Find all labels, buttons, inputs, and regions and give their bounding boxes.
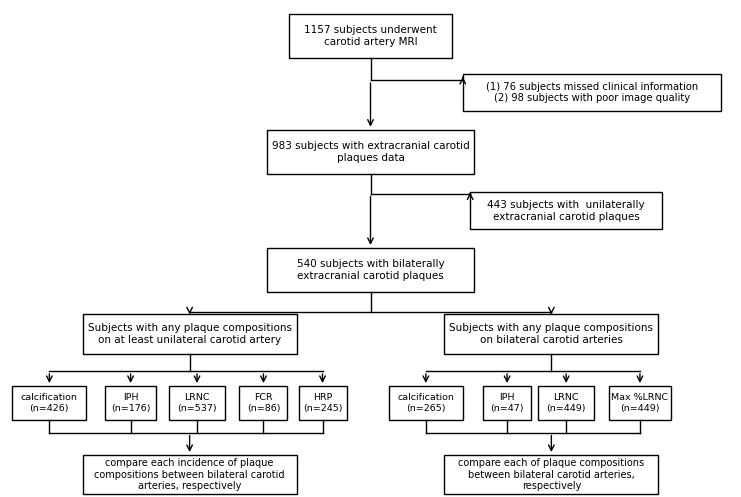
FancyBboxPatch shape [289,14,452,58]
FancyBboxPatch shape [104,386,156,420]
Text: FCR
(n=86): FCR (n=86) [247,394,280,413]
FancyBboxPatch shape [170,386,225,420]
FancyBboxPatch shape [539,386,594,420]
FancyBboxPatch shape [470,192,662,230]
Text: calcification
(n=265): calcification (n=265) [397,394,454,413]
Text: LRNC
(n=449): LRNC (n=449) [546,394,586,413]
Text: compare each of plaque compositions
between bilateral carotid arteries,
respecti: compare each of plaque compositions betw… [458,458,645,491]
FancyBboxPatch shape [82,455,296,495]
Text: 540 subjects with bilaterally
extracranial carotid plaques: 540 subjects with bilaterally extracrani… [296,259,445,281]
FancyBboxPatch shape [13,386,86,420]
Text: Max %LRNC
(n=449): Max %LRNC (n=449) [611,394,668,413]
FancyBboxPatch shape [239,386,288,420]
Text: 443 subjects with  unilaterally
extracranial carotid plaques: 443 subjects with unilaterally extracran… [488,200,645,222]
Text: LRNC
(n=537): LRNC (n=537) [177,394,217,413]
Text: IPH
(n=176): IPH (n=176) [111,394,150,413]
Text: (1) 76 subjects missed clinical information
(2) 98 subjects with poor image qual: (1) 76 subjects missed clinical informat… [486,82,698,103]
FancyBboxPatch shape [82,315,296,354]
FancyBboxPatch shape [445,455,659,495]
FancyBboxPatch shape [608,386,671,420]
FancyBboxPatch shape [299,386,347,420]
FancyBboxPatch shape [389,386,463,420]
FancyBboxPatch shape [483,386,531,420]
Text: Subjects with any plaque compositions
on at least unilateral carotid artery: Subjects with any plaque compositions on… [87,324,292,345]
FancyBboxPatch shape [268,248,473,292]
Text: calcification
(n=426): calcification (n=426) [21,394,78,413]
Text: IPH
(n=47): IPH (n=47) [491,394,524,413]
Text: 1157 subjects underwent
carotid artery MRI: 1157 subjects underwent carotid artery M… [304,25,437,47]
Text: Subjects with any plaque compositions
on bilateral carotid arteries: Subjects with any plaque compositions on… [449,324,654,345]
FancyBboxPatch shape [268,130,473,174]
Text: HRP
(n=245): HRP (n=245) [303,394,342,413]
FancyBboxPatch shape [463,74,721,111]
Text: compare each incidence of plaque
compositions between bilateral carotid
arteries: compare each incidence of plaque composi… [94,458,285,491]
Text: 983 subjects with extracranial carotid
plaques data: 983 subjects with extracranial carotid p… [272,141,469,163]
FancyBboxPatch shape [445,315,659,354]
